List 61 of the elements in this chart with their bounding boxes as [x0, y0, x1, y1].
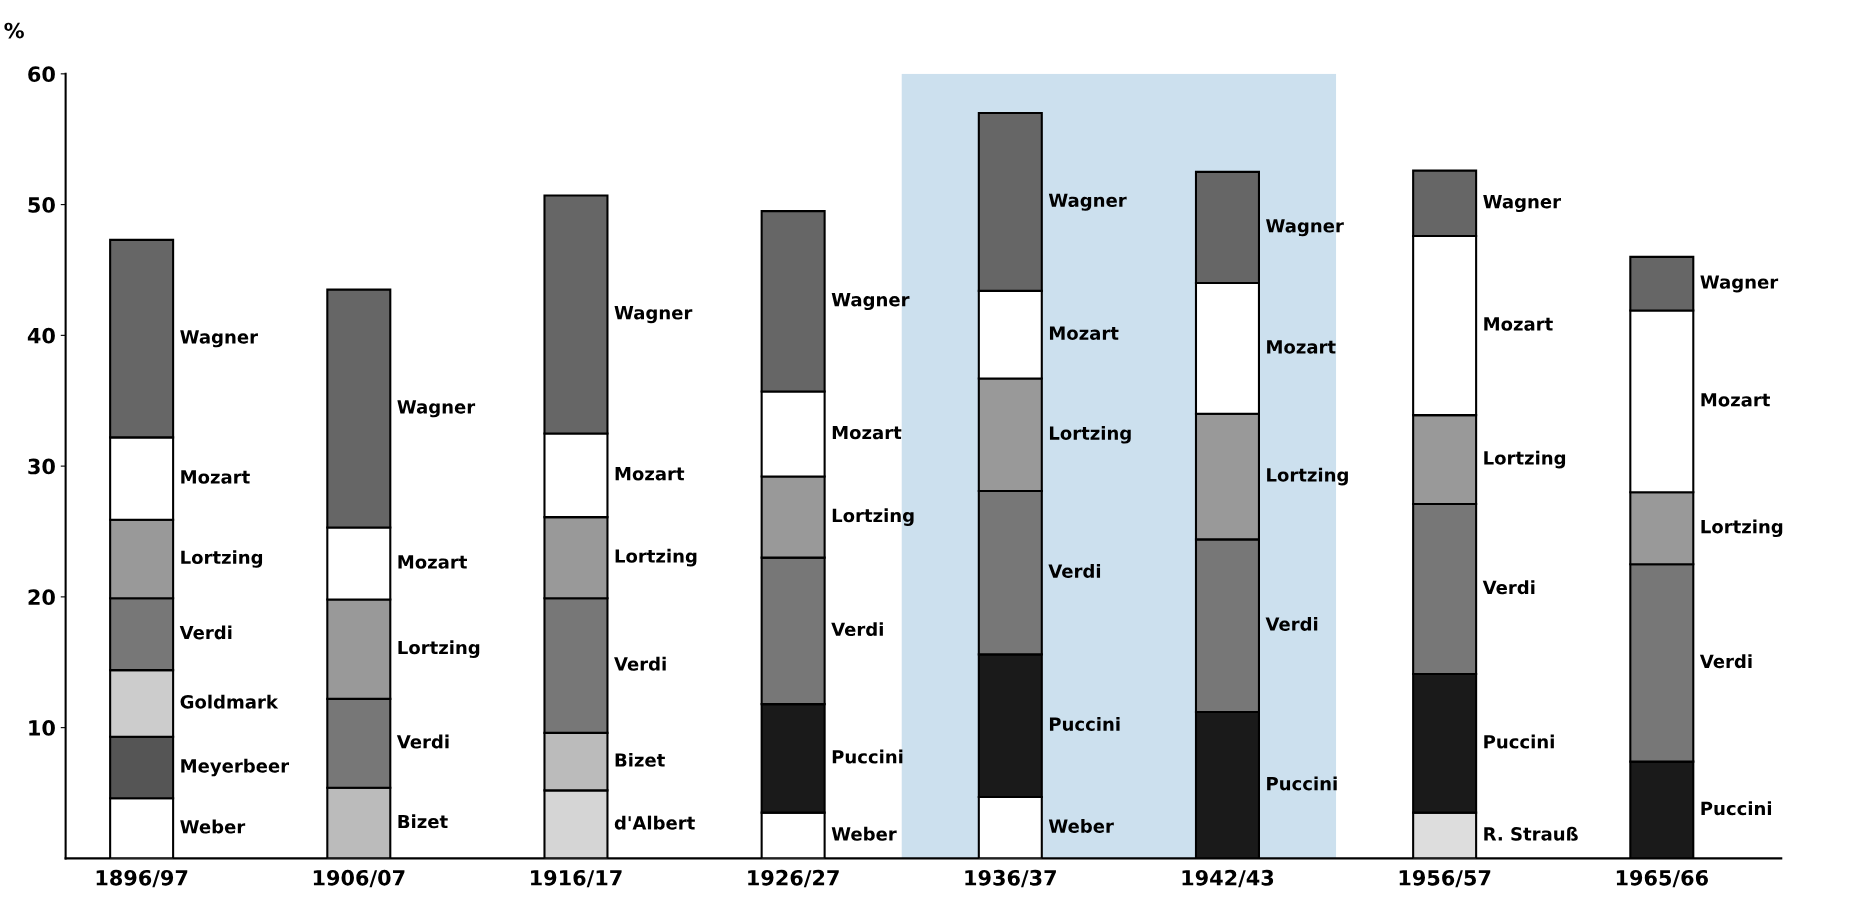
y-tick-label: 10: [29, 720, 55, 736]
x-tick-label: 1942/43: [1182, 869, 1274, 888]
text: Lortzing: [1267, 467, 1348, 486]
text: Verdi: [396, 734, 449, 749]
series-label: Weber: [831, 826, 897, 841]
text: Wagner: [180, 330, 258, 348]
text: Puccini: [1049, 716, 1120, 731]
text: Mozart: [1049, 326, 1119, 340]
text: Lortzing: [832, 508, 914, 526]
x-tick-label: 1896/97: [96, 869, 188, 888]
text: Weber: [1048, 818, 1114, 833]
text: Lortzing: [615, 548, 697, 567]
series-label: Bizet: [398, 814, 448, 829]
text: Verdi: [1699, 654, 1752, 669]
series-label: Lortzing: [1484, 450, 1566, 469]
series-label: Mozart: [1484, 317, 1553, 331]
x-tick-label: 1965/66: [1616, 869, 1708, 888]
text: Bizet: [615, 752, 665, 767]
series-label: Meyerbeer: [181, 758, 290, 777]
series-label: R. Strauß: [1484, 826, 1578, 841]
x-tick-label: 1936/37: [965, 869, 1056, 888]
text: Puccini: [1701, 801, 1772, 816]
text: Wagner: [1266, 219, 1344, 237]
text: Puccini: [832, 749, 903, 764]
y-tick-label: 30: [28, 458, 55, 475]
text: Verdi: [1265, 616, 1318, 631]
text: Wagner: [1483, 194, 1561, 213]
text: Wagner: [1048, 193, 1127, 211]
x-tick-label: 1916/17: [531, 869, 622, 888]
series-label: Goldmark: [180, 694, 279, 709]
y-tick-label: 40: [27, 327, 55, 344]
text: Mozart: [615, 467, 685, 481]
text: Mozart: [181, 470, 250, 484]
text: Lortzing: [1049, 425, 1131, 444]
text: Verdi: [179, 625, 232, 640]
x-tick-label: 1956/57: [1399, 869, 1491, 888]
text: Mozart: [1701, 393, 1770, 407]
text: Weber: [180, 819, 246, 834]
text: Mozart: [398, 555, 467, 569]
x-tick-label: 1906/07: [313, 869, 405, 888]
text: Wagner: [1700, 275, 1779, 293]
y-tick-label: 50: [28, 197, 55, 213]
text: Verdi: [831, 622, 883, 637]
y-axis-title: %: [4, 22, 24, 39]
series-label: Wagner: [397, 400, 476, 418]
text: Verdi: [1482, 580, 1535, 595]
text: Mozart: [832, 425, 902, 440]
text: Wagner: [614, 306, 693, 324]
series-label: d'Albert: [614, 815, 695, 830]
text: Wagner: [831, 293, 910, 311]
y-tick-label: 20: [28, 589, 55, 606]
y-tick-label: 60: [28, 66, 55, 83]
text: Lortzing: [181, 550, 263, 568]
series-label: Puccini: [1484, 734, 1554, 749]
text: Lortzing: [398, 640, 480, 658]
text: Lortzing: [1701, 519, 1783, 538]
text: Verdi: [1048, 563, 1101, 578]
series-label: Verdi: [614, 656, 666, 671]
x-tick-label: 1926/27: [748, 869, 839, 888]
text: Mozart: [1267, 340, 1336, 354]
text: Puccini: [1267, 776, 1337, 791]
